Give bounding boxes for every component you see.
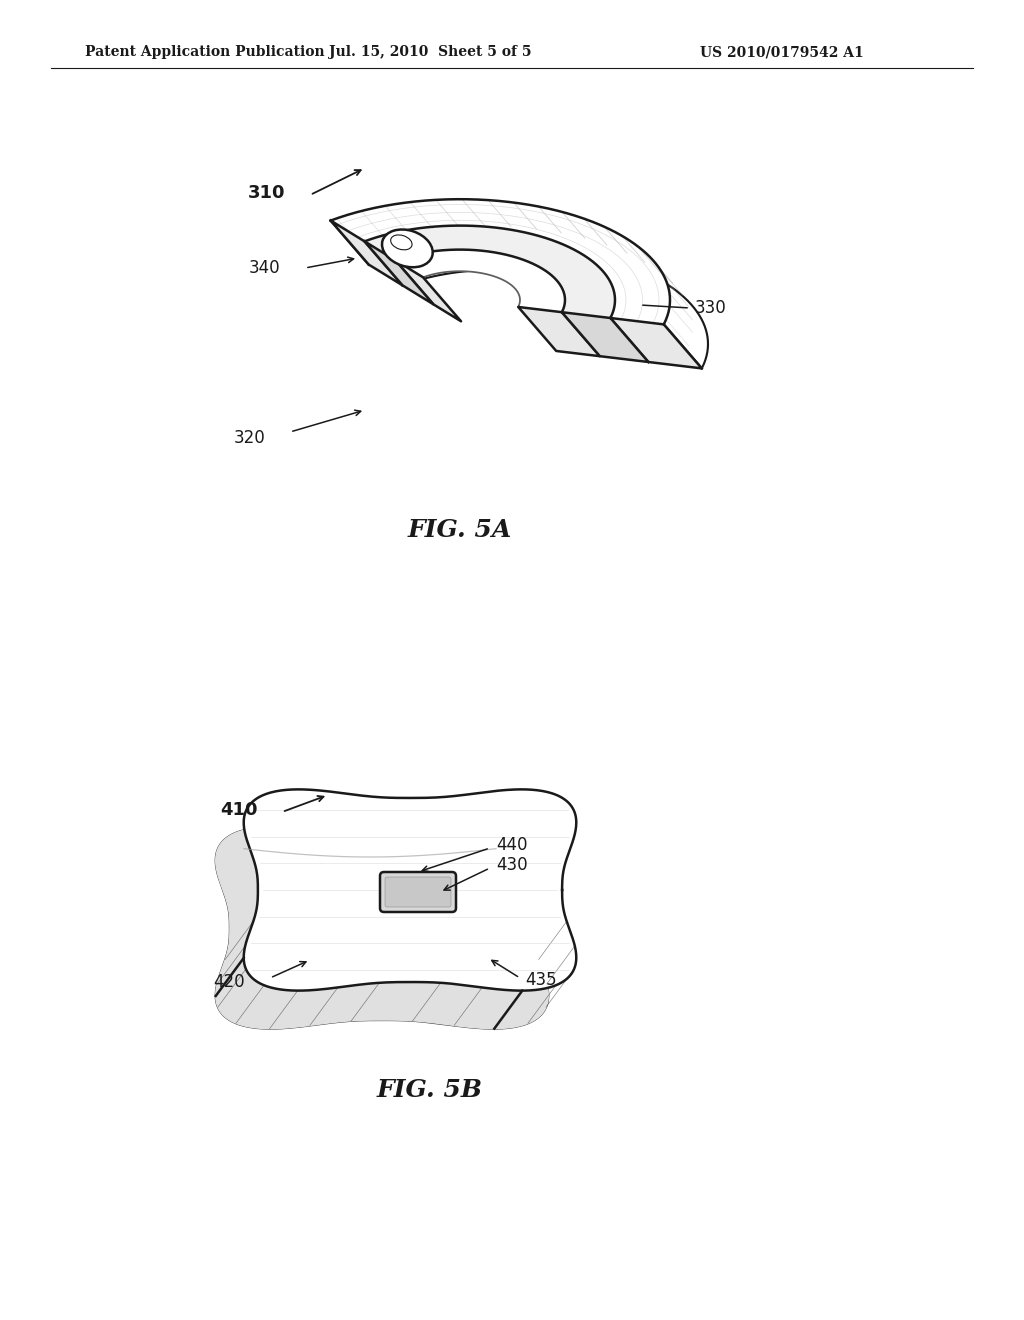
Polygon shape <box>365 226 615 318</box>
Text: 310: 310 <box>248 183 285 202</box>
Text: 340: 340 <box>249 259 280 277</box>
Polygon shape <box>331 199 670 325</box>
Polygon shape <box>562 313 648 362</box>
Text: 435: 435 <box>525 972 557 989</box>
Text: Jul. 15, 2010  Sheet 5 of 5: Jul. 15, 2010 Sheet 5 of 5 <box>329 45 531 59</box>
Text: 330: 330 <box>695 300 727 317</box>
Ellipse shape <box>382 230 433 267</box>
Text: FIG. 5A: FIG. 5A <box>408 517 512 543</box>
Text: Patent Application Publication: Patent Application Publication <box>85 45 325 59</box>
Polygon shape <box>395 260 461 321</box>
Ellipse shape <box>391 235 412 249</box>
Polygon shape <box>365 242 433 305</box>
Polygon shape <box>395 249 565 313</box>
Text: 440: 440 <box>496 836 527 854</box>
Text: 320: 320 <box>233 429 265 447</box>
Polygon shape <box>216 828 548 1028</box>
FancyBboxPatch shape <box>385 876 451 907</box>
Text: 410: 410 <box>220 801 258 818</box>
Text: US 2010/0179542 A1: US 2010/0179542 A1 <box>700 45 864 59</box>
Polygon shape <box>331 220 402 285</box>
Polygon shape <box>244 789 577 990</box>
FancyBboxPatch shape <box>380 873 456 912</box>
Polygon shape <box>610 318 701 368</box>
Polygon shape <box>518 308 600 356</box>
Text: 420: 420 <box>213 973 245 991</box>
Text: FIG. 5B: FIG. 5B <box>377 1078 483 1102</box>
Text: 430: 430 <box>496 855 527 874</box>
